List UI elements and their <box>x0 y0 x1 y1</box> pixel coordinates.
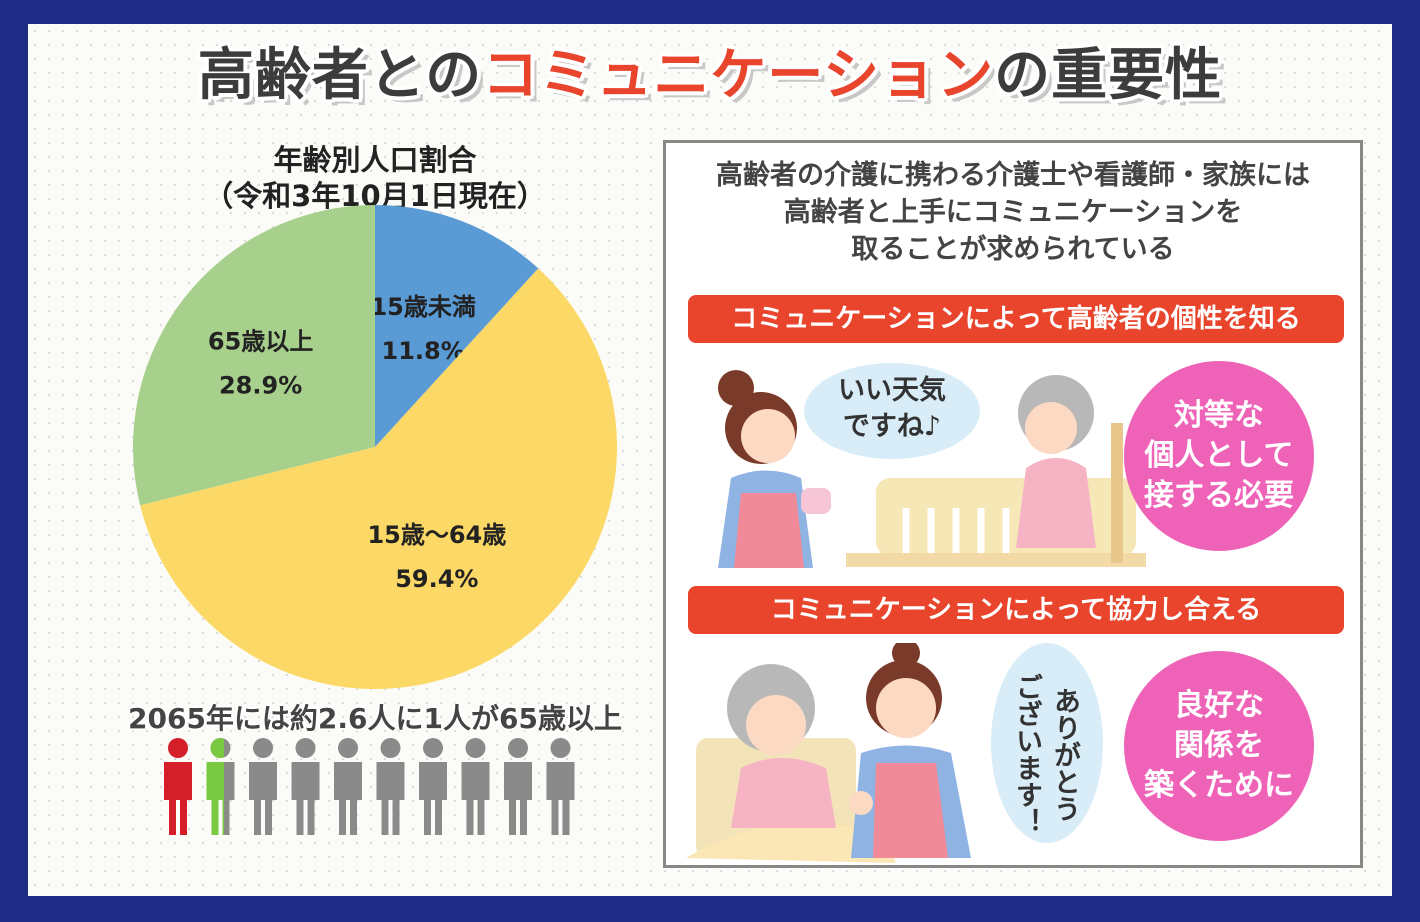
circle-line: 接する必要 <box>1144 478 1294 513</box>
bubble-line: いい天気 <box>838 375 946 406</box>
section1-banner: コミュニケーションによって高齢者の個性を知る <box>688 295 1344 343</box>
circle-line: 築くために <box>1144 768 1294 803</box>
pie-title-line1: 年齢別人口割合 <box>273 143 477 177</box>
person-icon <box>164 738 192 835</box>
circle-line: 関係を <box>1174 728 1264 763</box>
pie-slice <box>132 205 375 506</box>
people-pictogram <box>164 738 575 835</box>
communication-panel: 高齢者の介護に携わる介護士や看護師・家族には 高齢者と上手にコミュニケーションを… <box>663 140 1363 868</box>
projection-footnote: 2065年には約2.6人に1人が65歳以上 <box>128 702 622 735</box>
person-icon <box>461 738 490 835</box>
circle-line: 対等な <box>1174 398 1264 433</box>
caregiver-talking-illustration <box>718 370 1146 568</box>
person-icon <box>206 738 235 835</box>
equal-individual-circle: 対等な 個人として 接する必要 <box>1124 361 1314 551</box>
intro-line: 高齢者の介護に携わる介護士や看護師・家族には <box>716 160 1310 191</box>
person-icon <box>419 738 447 835</box>
page-title: 高齢者とのコミュニケーションの重要性 <box>0 30 1420 111</box>
elderly-holding-hands-illustration <box>686 643 971 863</box>
pie-slice-value-label: 28.9% <box>219 372 302 400</box>
speech-bubble-thanks: ありがとう ございます！ <box>991 643 1103 843</box>
pie-slice-name: 65歳以上 <box>208 328 313 356</box>
bubble-line: ですね♪ <box>842 411 942 442</box>
pie-slice <box>140 268 618 689</box>
pie-slice-name: 15歳未満 <box>370 293 475 321</box>
pie-slice-value-label: 59.4% <box>395 565 478 593</box>
circle-line: 個人として <box>1144 438 1294 473</box>
speech-bubble-weather: いい天気 ですね♪ <box>804 363 980 459</box>
bubble-line: ございます！ <box>1011 673 1042 835</box>
good-relationship-circle: 良好な 関係を 築くために <box>1124 651 1314 841</box>
circle-line: 良好な <box>1174 688 1264 723</box>
section2-banner: コミュニケーションによって協力し合える <box>688 586 1344 634</box>
intro-line: 取ることが求められている <box>851 234 1175 265</box>
title-part2: コミュニケーション <box>482 43 995 108</box>
intro-line: 高齢者と上手にコミュニケーションを <box>783 197 1243 228</box>
person-icon <box>504 738 532 835</box>
pie-chart-title: 年齢別人口割合 （令和3年10月1日現在） <box>160 142 590 214</box>
person-icon <box>334 738 362 835</box>
panel-intro: 高齢者の介護に携わる介護士や看護師・家族には 高齢者と上手にコミュニケーションを… <box>666 157 1360 268</box>
person-icon <box>249 738 277 835</box>
title-part3: の重要性 <box>994 43 1223 108</box>
pie-slice-value-label: 11.8% <box>382 337 465 365</box>
bubble-line: ありがとう <box>1049 686 1080 822</box>
population-pie-chart: 15歳未満 11.8% 15歳～64歳 59.4% 65歳以上 28.9% <box>132 205 618 689</box>
pie-slice-name: 15歳～64歳 <box>367 521 506 549</box>
title-part1: 高齢者との <box>197 43 483 108</box>
person-icon <box>376 738 405 835</box>
person-icon <box>291 738 320 835</box>
person-icon <box>546 738 575 835</box>
pie-slice <box>375 205 539 447</box>
